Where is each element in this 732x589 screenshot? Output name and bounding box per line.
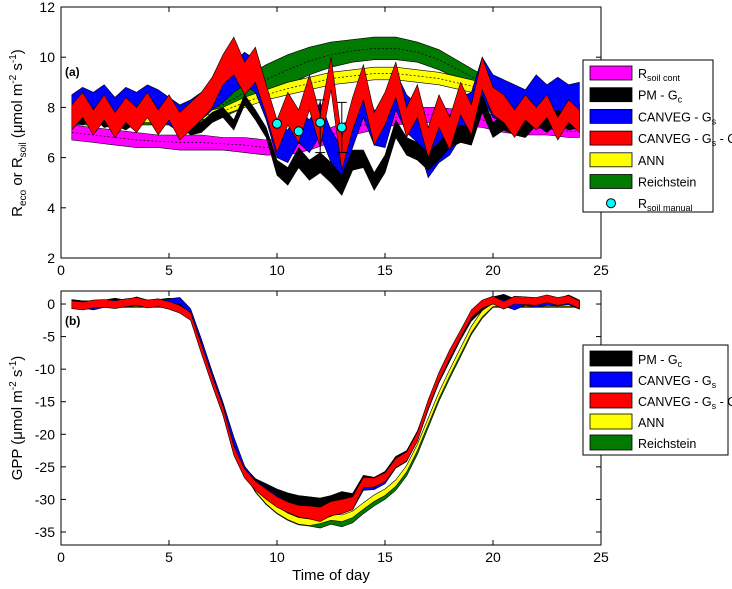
legend-swatch [589,371,633,388]
x-tick-label: 0 [57,549,65,565]
legend-label: Reichstein [638,437,696,451]
panel-b-label: (b) [65,314,80,328]
x-tick-label: 25 [593,549,609,565]
y-tick-label: -15 [35,394,55,410]
panel-b-x-axis-label: Time of day [292,567,370,584]
legend-item-ann: ANN [589,152,664,168]
y-tick-label: 12 [39,0,55,15]
legend-item-canveg-gs-ci: CANVEG - Gs - Ci [589,130,732,148]
data-point-r-soil-manual [272,118,282,129]
y-tick-label: 10 [39,49,55,65]
legend-item-pm-gc: PM - Gc [589,350,683,369]
legend-item-pm-gc: PM - Gc [589,87,683,105]
legend-swatch [589,174,633,189]
panel-b-chart: 0 5 10 15 20 25 0 -5 -10 -15 -20 -25 -30 -35 (b) GPP … [8,290,732,584]
legend-label: Rsoil cont [638,67,681,83]
y-tick-label: 8 [47,99,55,115]
y-tick-label: 0 [47,296,55,312]
y-tick-label: -10 [35,361,55,377]
y-tick-label: -30 [35,491,55,507]
legend-swatch [589,350,633,367]
x-tick-label: 15 [377,262,393,278]
legend-swatch [589,152,633,168]
legend-label: Reichstein [638,176,696,190]
legend-label: CANVEG - Gs - Ci [638,132,732,148]
y-tick-label: 6 [47,150,55,166]
legend-swatch [589,130,633,146]
panel-a-chart: 0 5 10 15 20 25 2 4 6 8 10 12 (a) Reco or Rsoil (μm… [8,0,732,278]
legend-label: CANVEG - Gs [638,110,717,126]
x-tick-label: 25 [593,262,609,278]
legend-label: PM - Gc [638,353,683,369]
y-tick-label: -5 [43,329,56,345]
x-tick-label: 5 [165,262,173,278]
legend-item-canveg-gs: CANVEG - Gs [589,371,717,390]
data-point-r-soil-manual [315,117,326,128]
legend-item-reichstein: Reichstein [589,174,696,190]
x-tick-label: 10 [269,549,285,565]
legend-swatch [589,109,633,124]
y-tick-label: -25 [35,459,55,475]
data-point-r-soil-manual [336,122,347,133]
legend-item-ann: ANN [589,413,664,430]
legend-label: ANN [638,416,664,430]
legend-item-reichstein: Reichstein [589,434,696,451]
legend-swatch [589,392,633,409]
legend-item-canveg-gs-ci: CANVEG - Gs - Ci [589,392,732,411]
legend-swatch [589,434,633,451]
data-point-r-soil-manual [293,126,304,137]
panel-a-label: (a) [65,65,80,79]
y-tick-label: -20 [35,426,55,442]
legend-swatch [589,65,633,81]
x-tick-label: 20 [485,262,501,278]
legend-label: ANN [638,154,664,168]
legend-swatch [589,87,633,103]
x-tick-label: 20 [485,549,501,565]
y-tick-label: -35 [35,524,55,540]
x-tick-label: 5 [165,549,173,565]
panel-b-y-axis-label: GPP (μmol m-2 s-1) [8,356,26,481]
panel-a-y-axis-label: Reco or Rsoil (μmol m-2 s-1) [8,49,29,217]
panel-b-legend: PM - Gc CANVEG - Gs CANVEG - Gs - Ci ANN Rei… [582,344,732,456]
x-tick-label: 10 [269,262,285,278]
series-band-canveg-gs-ci [71,294,580,522]
legend-item-canveg-gs: CANVEG - Gs [589,109,717,126]
legend-label: CANVEG - Gs [638,374,717,390]
x-tick-label: 15 [377,549,393,565]
legend-swatch [589,413,633,430]
panel-a-legend: Rsoil cont PM - Gc CANVEG - Gs CANVEG - Gs … [582,59,732,213]
y-tick-label: 2 [47,250,55,266]
legend-item-r-soil-cont: Rsoil cont [589,65,681,83]
y-tick-label: 4 [47,200,55,216]
series-band-canveg-gs-ci [71,36,580,171]
legend-label: CANVEG - Gs - Ci [638,395,732,411]
legend-label: Rsoil manual [638,197,693,213]
legend-marker [606,198,616,209]
legend-item-r-soil-manual: Rsoil manual [606,197,693,213]
legend-label: PM - Gc [638,89,683,105]
x-tick-label: 0 [57,262,65,278]
